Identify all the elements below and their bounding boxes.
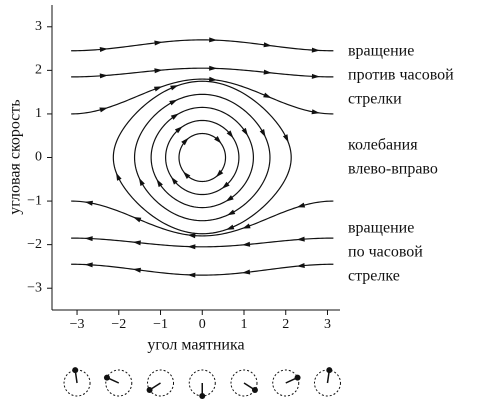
y-tick-label: −1 [27, 193, 42, 208]
flow-arrow [282, 134, 289, 143]
annotation: против часовой [348, 67, 454, 84]
x-tick-label: 0 [199, 317, 206, 332]
flow-arrow [84, 262, 93, 268]
x-tick-label: 1 [241, 317, 248, 332]
orbit [150, 106, 255, 209]
flow-arrow [99, 107, 108, 113]
x-axis-label: угол маятника [147, 337, 244, 354]
flow-arrow [170, 85, 179, 91]
annotation: колебания [348, 137, 418, 154]
trajectory [71, 237, 334, 248]
pendulum-bob [146, 387, 153, 394]
flow-arrow [215, 169, 224, 178]
flow-arrow [156, 179, 163, 188]
flow-arrow [263, 92, 272, 99]
flow-arrow [187, 233, 196, 239]
pendulum-frame [230, 369, 258, 397]
y-tick-label: 2 [35, 63, 42, 78]
flow-arrow [209, 65, 218, 71]
orbit [165, 119, 240, 196]
x-tick-label: −1 [153, 317, 168, 332]
flow-arrow [241, 127, 249, 136]
flow-arrow [154, 40, 163, 46]
flow-arrow [99, 73, 108, 79]
x-tick-label: 2 [282, 317, 289, 332]
x-tick-label: −3 [70, 317, 85, 332]
flow-arrow [208, 76, 218, 82]
flow-arrow [133, 216, 142, 223]
flow-arrow [296, 236, 305, 242]
flow-arrow [170, 113, 179, 120]
flow-arrow [296, 262, 305, 268]
annotation: по часовой [348, 244, 423, 261]
flow-arrow [181, 137, 189, 146]
trajectory [71, 39, 334, 52]
flow-arrow [259, 129, 266, 138]
pendulum-bob [72, 367, 79, 374]
flow-arrow [242, 223, 251, 229]
annotation: вращение [348, 220, 414, 237]
trajectory [71, 200, 334, 237]
pendulum-frame [272, 369, 300, 397]
flow-arrow [84, 236, 93, 242]
pendulum-bob [103, 374, 110, 381]
trajectory [71, 78, 334, 115]
flow-arrow [171, 176, 178, 185]
flow-arrow [311, 109, 320, 115]
flow-arrow [225, 195, 234, 202]
flow-arrow [311, 73, 320, 79]
pendulum-frame [105, 369, 133, 397]
flow-arrow [263, 69, 272, 75]
y-axis-label: угловая скорость [7, 99, 24, 214]
flow-arrow [187, 244, 196, 250]
flow-arrow [227, 209, 236, 216]
pendulum-bob [326, 367, 333, 374]
flow-arrow [99, 47, 108, 53]
pendulum-bob [199, 393, 206, 399]
y-tick-label: 3 [35, 19, 42, 34]
flow-arrow [209, 37, 218, 43]
y-tick-label: 0 [35, 150, 42, 165]
flow-arrow [311, 47, 320, 53]
annotation: влево-вправо [348, 161, 438, 178]
pendulum-frame [147, 369, 175, 397]
flow-arrow [241, 269, 251, 275]
flow-arrow [226, 130, 234, 139]
flow-arrow [187, 272, 196, 278]
x-tick-label: −2 [111, 317, 126, 332]
orbit [133, 93, 271, 222]
trajectory [71, 263, 334, 276]
y-tick-label: 1 [35, 106, 42, 121]
flow-arrow [116, 172, 122, 181]
flow-arrow [263, 42, 272, 48]
flow-arrow [214, 136, 222, 144]
flow-arrow [132, 240, 141, 246]
annotation: стрелки [348, 91, 402, 108]
trajectory [71, 67, 334, 78]
flow-arrow [132, 267, 141, 273]
x-tick-label: 3 [324, 317, 331, 332]
flow-arrow [183, 171, 191, 179]
flow-arrow [154, 68, 163, 74]
flow-arrow [221, 181, 230, 189]
pendulum-bob [294, 374, 301, 381]
flow-arrow [226, 224, 235, 230]
flow-arrow [138, 177, 145, 186]
annotation: вращение [348, 43, 414, 60]
orbit [112, 80, 292, 235]
flow-arrow [241, 241, 251, 247]
y-tick-label: −2 [27, 237, 42, 252]
flow-arrow [296, 202, 306, 208]
flow-arrow [84, 200, 93, 206]
flow-arrow [174, 126, 183, 134]
pendulum-bob [251, 387, 258, 394]
y-tick-label: −3 [27, 280, 42, 295]
annotation: стрелке [348, 268, 400, 285]
flow-arrow [169, 99, 178, 106]
flow-arrow [153, 86, 163, 92]
orbit [178, 132, 227, 183]
